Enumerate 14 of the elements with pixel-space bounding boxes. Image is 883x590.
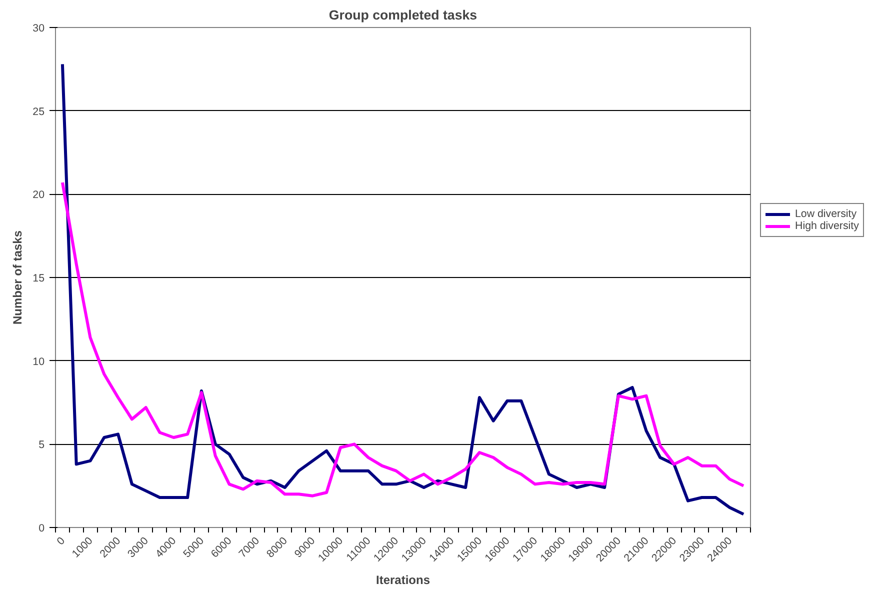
legend-label: High diversity: [795, 220, 859, 232]
legend-label: Low diversity: [795, 208, 857, 220]
line-series: [60, 181, 746, 498]
y-tick-label: 5: [38, 439, 45, 452]
y-tick-label: 25: [32, 106, 45, 118]
x-axis-title: Iterations: [376, 573, 430, 588]
y-tick-label: 30: [32, 22, 45, 34]
y-tick-label: 0: [38, 522, 45, 534]
y-tick-label: 10: [32, 356, 45, 368]
chart-title: Group completed tasks: [328, 8, 478, 22]
x-tick-label: 0: [54, 534, 68, 548]
y-axis-title: Number of tasks: [10, 230, 25, 325]
y-tick-label: 15: [32, 272, 45, 284]
y-tick-label: 20: [32, 189, 45, 202]
